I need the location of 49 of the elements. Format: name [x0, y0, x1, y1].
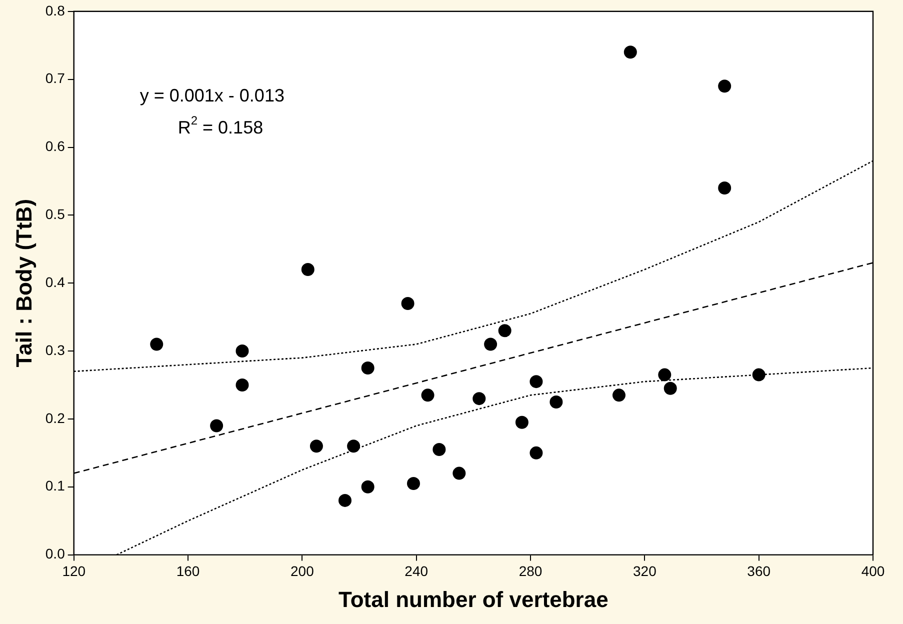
- point: [406, 476, 420, 490]
- point: [664, 382, 677, 395]
- y-tick-label: 0.2: [45, 410, 66, 426]
- y-tick-label: 0.6: [45, 138, 66, 154]
- point: [421, 388, 434, 402]
- y-tick-label: 0.7: [45, 70, 66, 86]
- point: [452, 466, 466, 480]
- point: [310, 440, 323, 453]
- x-tick-label: 400: [861, 563, 885, 580]
- point: [472, 392, 486, 406]
- y-tick-label: 0.4: [45, 274, 66, 290]
- point: [236, 378, 249, 392]
- y-tick-label: 0.8: [45, 2, 66, 18]
- y-axis-title: Tail : Body (TtB): [11, 198, 36, 368]
- point: [624, 46, 637, 59]
- y-tick-label: 0.5: [45, 206, 66, 222]
- x-tick-label: 360: [747, 563, 771, 580]
- x-tick-label: 120: [62, 563, 86, 580]
- point: [361, 480, 374, 494]
- point: [498, 324, 512, 338]
- point: [550, 395, 563, 408]
- point: [150, 338, 164, 351]
- point: [236, 344, 249, 358]
- point: [432, 443, 446, 456]
- point: [347, 440, 360, 453]
- x-tick-label: 320: [632, 563, 657, 580]
- x-tick-label: 200: [290, 563, 314, 580]
- point: [338, 494, 352, 507]
- point: [530, 446, 543, 460]
- annotation: y = 0.001x - 0.013: [140, 85, 284, 106]
- point: [484, 338, 498, 351]
- point: [612, 388, 626, 402]
- point: [401, 296, 414, 310]
- point: [718, 182, 732, 195]
- point: [361, 362, 374, 375]
- point: [301, 263, 314, 276]
- x-tick-label: 240: [404, 563, 428, 580]
- x-tick-label: 280: [518, 563, 542, 580]
- y-tick-label: 0.1: [45, 478, 66, 494]
- point: [210, 419, 224, 432]
- point: [752, 368, 766, 382]
- x-axis-title: Total number of vertebrae: [338, 586, 608, 612]
- y-tick-label: 0.3: [45, 342, 66, 358]
- x-tick-label: 160: [176, 563, 200, 580]
- point: [530, 375, 543, 388]
- point: [515, 416, 528, 429]
- y-tick-label: 0.0: [45, 546, 66, 562]
- point: [718, 80, 732, 93]
- point: [658, 368, 672, 382]
